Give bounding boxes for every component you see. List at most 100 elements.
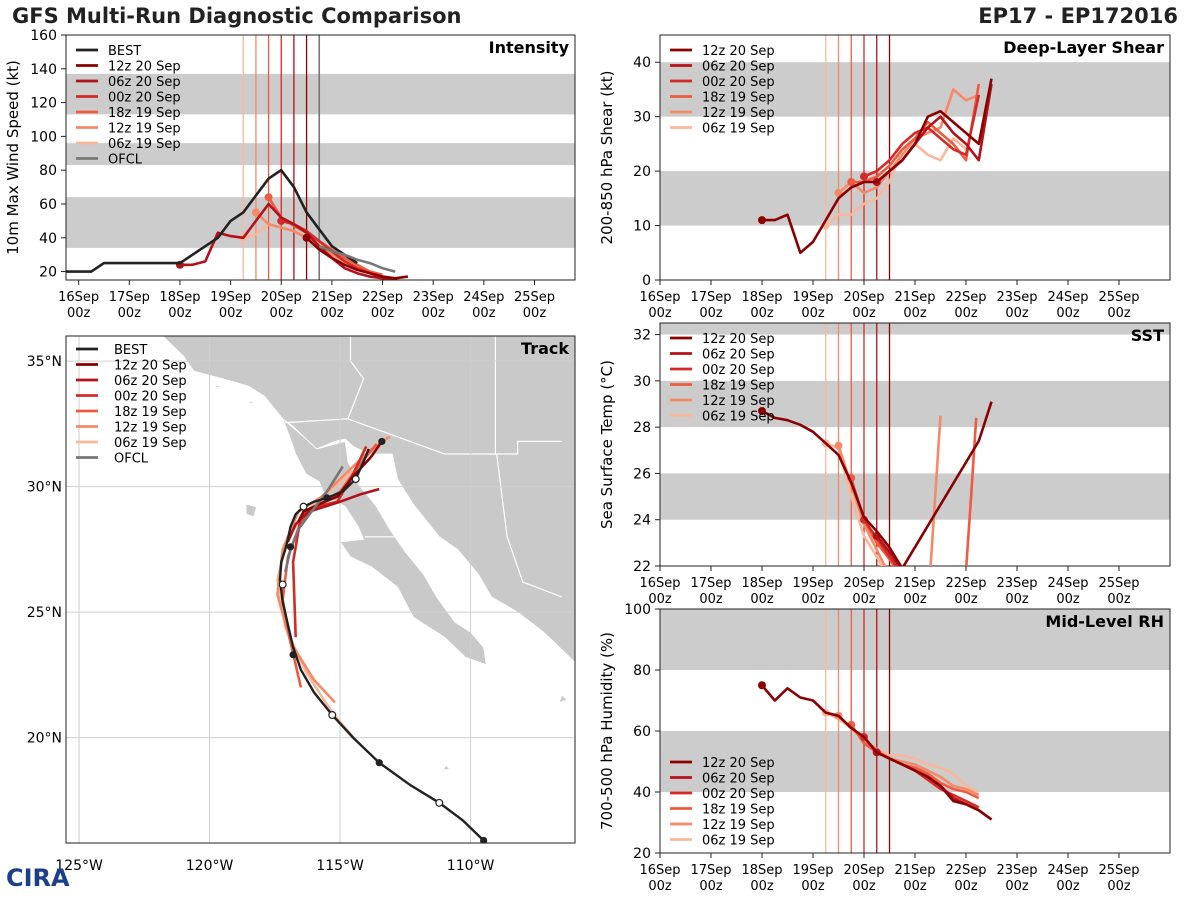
sst-xtick-date: 21Sep — [894, 576, 935, 591]
intensity-series-group — [66, 168, 409, 280]
shear-series-start-point — [834, 188, 843, 197]
intensity-ofcl-line — [318, 244, 396, 273]
intensity-xtick-hour: 00z — [472, 306, 496, 321]
intensity-xtick-hour: 00z — [67, 306, 91, 321]
shear-xtick-date: 23Sep — [996, 290, 1037, 305]
intensity-ytick-label: 160 — [30, 28, 57, 44]
rh-panel: 2040608010016Sep00z17Sep00z18Sep00z19Sep… — [598, 602, 1171, 894]
intensity-xtick-date: 16Sep — [58, 290, 99, 305]
sst-xtick-hour: 00z — [801, 592, 825, 607]
island — [558, 694, 568, 704]
rh-series-line — [850, 724, 980, 800]
sst-xtick-hour: 00z — [648, 592, 672, 607]
intensity-xtick-hour: 00z — [320, 306, 344, 321]
sst-xtick-hour: 00z — [1005, 592, 1029, 607]
track-legend-label: 00z 20 Sep — [114, 390, 187, 405]
intensity-xtick-date: 22Sep — [362, 290, 403, 305]
track-best-point-12z — [278, 580, 287, 589]
intensity-legend-label: 00z 20 Sep — [108, 91, 181, 106]
rh-xtick-date: 21Sep — [894, 863, 935, 878]
track-legend-label: 06z 19 Sep — [114, 436, 187, 451]
track-legend-label: 18z 19 Sep — [114, 405, 187, 420]
shear-legend-label: 18z 19 Sep — [702, 91, 775, 106]
intensity-xtick-hour: 00z — [219, 306, 243, 321]
intensity-ytick-label: 60 — [39, 197, 57, 213]
island — [245, 503, 257, 518]
track-best-point-12z — [435, 798, 444, 807]
sst-series-start-point — [834, 441, 843, 450]
rh-xtick-date: 17Sep — [690, 863, 731, 878]
intensity-series-start-point — [264, 193, 273, 202]
rh-xtick-hour: 00z — [1005, 879, 1029, 894]
rh-legend-label: 18z 19 Sep — [702, 803, 775, 818]
track-lat-label: 30°N — [27, 480, 62, 496]
intensity-xtick-hour: 00z — [168, 306, 192, 321]
shear-series-start-point — [847, 178, 856, 186]
rh-band — [660, 609, 1170, 670]
intensity-xtick-hour: 00z — [270, 306, 294, 321]
sst-legend-label: 06z 20 Sep — [702, 348, 775, 363]
intensity-series-line — [305, 236, 409, 280]
sst-series-start-point — [758, 406, 766, 415]
rh-legend-label: 00z 20 Sep — [702, 787, 775, 802]
shear-panel: 01020304016Sep00z17Sep00z18Sep00z19Sep00… — [598, 34, 1171, 321]
sst-panel: 22242628303216Sep00z17Sep00z18Sep00z19Se… — [598, 322, 1171, 607]
shear-xtick-date: 22Sep — [945, 290, 986, 305]
sst-band — [660, 380, 1170, 428]
track-legend-label: OFCL — [114, 452, 149, 467]
shear-band — [660, 171, 1170, 226]
sst-legend-label: 18z 19 Sep — [702, 379, 775, 394]
track-ofcl-line — [284, 465, 344, 573]
sst-series-line — [862, 518, 898, 566]
rh-ytick-label: 60 — [633, 724, 651, 740]
intensity-xtick-date: 24Sep — [463, 290, 504, 305]
intensity-title: Intensity — [489, 38, 570, 57]
sst-series-line — [761, 401, 993, 566]
rh-legend-label: 06z 20 Sep — [702, 772, 775, 787]
track-best-point-00z — [289, 651, 297, 659]
sst-title: SST — [1131, 326, 1164, 345]
shear-xtick-hour: 00z — [801, 306, 825, 321]
sst-ytick-label: 24 — [633, 513, 651, 529]
rh-xtick-date: 16Sep — [639, 863, 680, 878]
rh-ytick-label: 20 — [633, 846, 651, 862]
shear-ytick-label: 20 — [633, 164, 651, 180]
intensity-xtick-hour: 00z — [523, 306, 547, 321]
shear-ytick-label: 40 — [633, 55, 651, 71]
intensity-ytick-label: 140 — [30, 62, 57, 78]
shear-ytick-label: 30 — [633, 110, 651, 126]
sst-xtick-hour: 00z — [750, 592, 774, 607]
intensity-band — [66, 143, 575, 166]
island — [442, 764, 451, 771]
intensity-legend-label: 06z 20 Sep — [108, 75, 181, 90]
intensity-ytick-label: 120 — [30, 96, 57, 112]
rh-xtick-date: 20Sep — [843, 863, 884, 878]
state-border — [496, 453, 563, 598]
rh-ytick-label: 100 — [624, 602, 651, 618]
cira-logo: CIRA — [6, 864, 70, 892]
sst-xtick-date: 18Sep — [741, 576, 782, 591]
shear-legend-label: 12z 20 Sep — [702, 44, 775, 59]
track-title: Track — [521, 339, 569, 358]
track-lon-label: 110°W — [447, 858, 495, 874]
track-legend-label: 12z 19 Sep — [114, 421, 187, 436]
shear-band — [660, 62, 1170, 117]
rh-xtick-hour: 00z — [1056, 879, 1080, 894]
track-lon-label: 125°W — [55, 858, 103, 874]
sst-xtick-date: 25Sep — [1098, 576, 1139, 591]
storm-id-title: EP17 - EP172016 — [978, 4, 1178, 28]
intensity-legend-label: 18z 19 Sep — [108, 106, 181, 121]
shear-ytick-label: 10 — [633, 219, 651, 235]
track-lat-label: 20°N — [27, 731, 62, 747]
track-legend-label: BEST — [114, 343, 147, 358]
sst-legend-label: 06z 19 Sep — [702, 410, 775, 425]
sst-xtick-hour: 00z — [699, 592, 723, 607]
intensity-xtick-date: 23Sep — [413, 290, 454, 305]
intensity-xtick-date: 21Sep — [311, 290, 352, 305]
sst-xtick-date: 17Sep — [690, 576, 731, 591]
track-best-point-12z — [328, 710, 337, 719]
sst-ylabel: Sea Surface Temp (°C) — [598, 360, 616, 529]
shear-ylabel: 200-850 hPa Shear (kt) — [598, 71, 616, 245]
shear-series-group — [758, 78, 993, 255]
